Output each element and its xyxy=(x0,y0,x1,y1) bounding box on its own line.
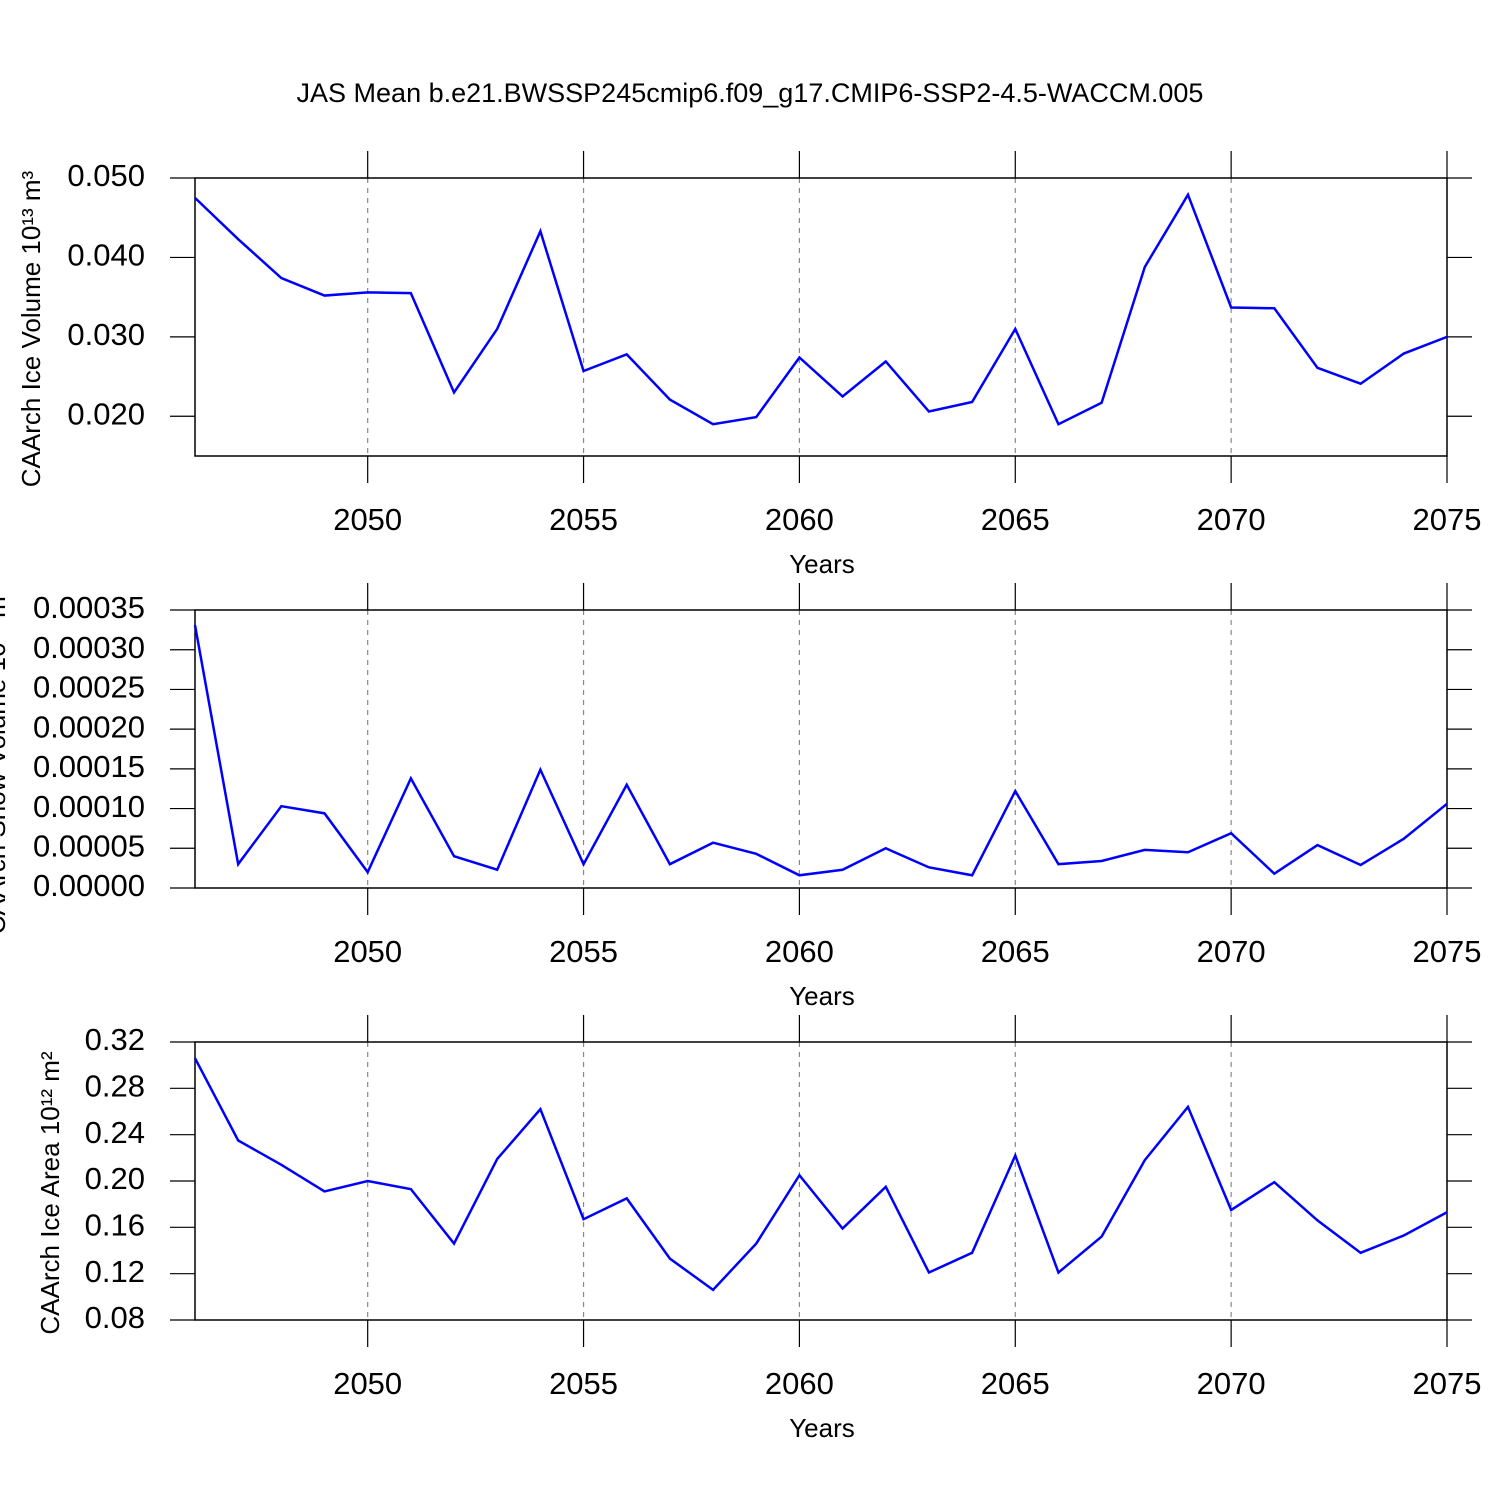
x-axis-label: Years xyxy=(789,549,855,579)
x-tick-label: 2060 xyxy=(765,502,834,537)
y-tick-label: 0.00010 xyxy=(33,789,145,824)
x-tick-label: 2065 xyxy=(981,934,1050,969)
y-tick-label: 0.00020 xyxy=(33,709,145,744)
y-tick-label: 0.040 xyxy=(67,238,145,273)
data-line xyxy=(193,1057,1448,1292)
x-tick-label: 2050 xyxy=(333,1366,402,1401)
x-tick-label: 2075 xyxy=(1413,934,1482,969)
data-line xyxy=(193,624,1448,877)
x-tick-label: 2065 xyxy=(981,1366,1050,1401)
x-tick-label: 2060 xyxy=(765,934,834,969)
y-axis-label: CAArch Ice Area 10¹² m² xyxy=(35,1051,65,1335)
x-tick-label: 2070 xyxy=(1197,1366,1266,1401)
y-tick-label: 0.16 xyxy=(85,1208,145,1243)
x-tick-label: 2050 xyxy=(333,502,402,537)
x-tick-label: 2065 xyxy=(981,502,1050,537)
y-tick-label: 0.030 xyxy=(67,317,145,352)
y-tick-label: 0.00035 xyxy=(33,590,145,625)
x-tick-label: 2075 xyxy=(1413,1366,1482,1401)
y-tick-label: 0.00000 xyxy=(33,868,145,903)
x-tick-label: 2070 xyxy=(1197,934,1266,969)
y-tick-label: 0.24 xyxy=(85,1115,145,1150)
plot-frame xyxy=(194,1041,1448,1321)
x-tick-label: 2055 xyxy=(549,1366,618,1401)
plot-frame xyxy=(194,177,1448,457)
y-tick-label: 0.12 xyxy=(85,1254,145,1289)
x-tick-label: 2055 xyxy=(549,934,618,969)
y-tick-label: 0.32 xyxy=(85,1022,145,1057)
data-line xyxy=(194,191,1448,426)
y-tick-label: 0.28 xyxy=(85,1069,145,1104)
chart-title: JAS Mean b.e21.BWSSP245cmip6.f09_g17.CMI… xyxy=(297,78,1204,108)
y-tick-label: 0.20 xyxy=(85,1161,145,1196)
y-axis-label: CAArch Ice Volume 10¹³ m³ xyxy=(16,170,46,487)
x-axis-label: Years xyxy=(789,981,855,1011)
y-axis-label: CAArch Snow Volume 10¹³ m³ xyxy=(0,587,11,934)
x-tick-label: 2060 xyxy=(765,1366,834,1401)
x-tick-label: 2070 xyxy=(1197,502,1266,537)
y-tick-label: 0.08 xyxy=(85,1300,145,1335)
x-tick-label: 2075 xyxy=(1413,502,1482,537)
y-tick-label: 0.00015 xyxy=(33,749,145,784)
y-tick-label: 0.050 xyxy=(67,158,145,193)
y-tick-label: 0.020 xyxy=(67,396,145,431)
x-tick-label: 2055 xyxy=(549,502,618,537)
y-tick-label: 0.00030 xyxy=(33,630,145,665)
y-tick-label: 0.00025 xyxy=(33,670,145,705)
plot-frame xyxy=(194,609,1448,889)
x-axis-label: Years xyxy=(789,1413,855,1443)
x-tick-label: 2050 xyxy=(333,934,402,969)
y-tick-label: 0.00005 xyxy=(33,828,145,863)
